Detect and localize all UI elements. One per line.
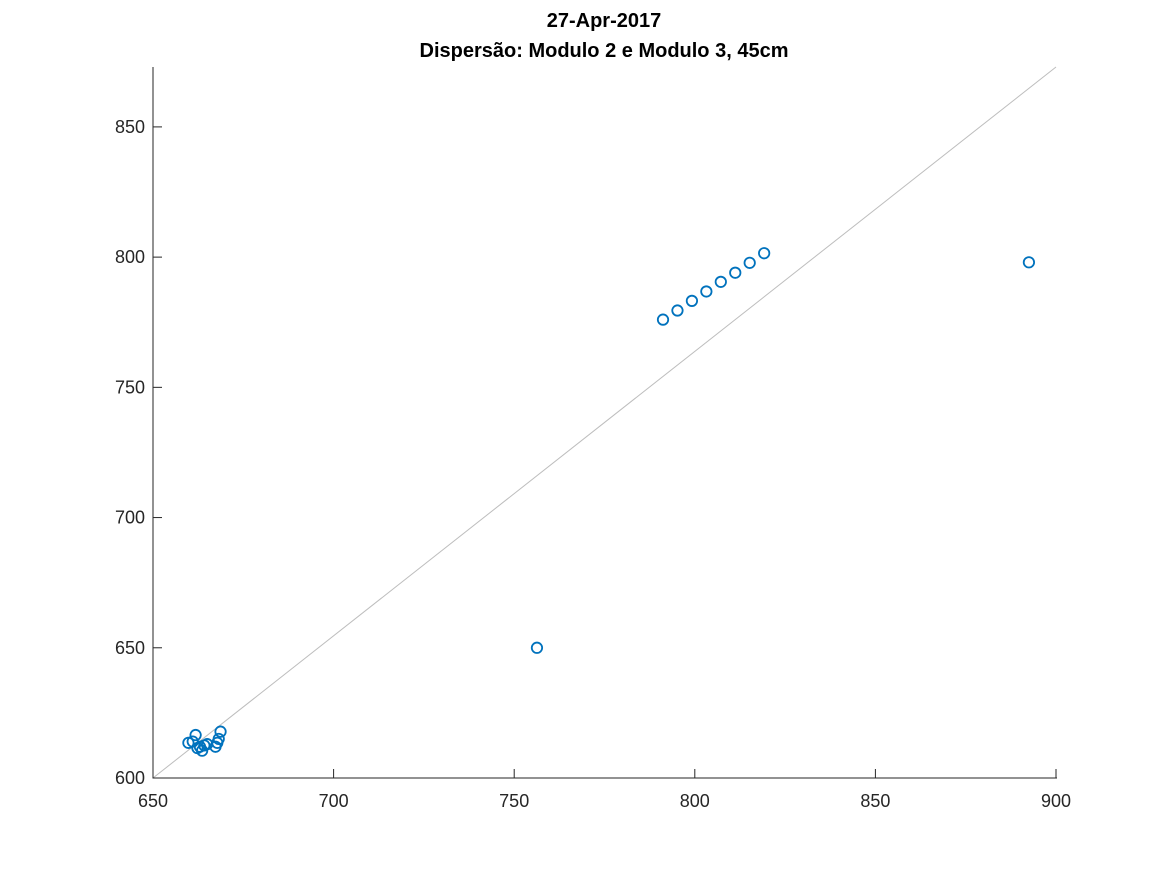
y-tick-label: 650 <box>115 638 145 658</box>
scatter-point <box>671 304 684 317</box>
scatter-point <box>729 266 742 279</box>
scatter-point <box>714 275 727 288</box>
scatter-point <box>656 313 670 326</box>
x-tick-label: 700 <box>319 791 349 811</box>
scatter-point <box>189 728 202 742</box>
y-tick-label: 750 <box>115 377 145 397</box>
x-tick-label: 800 <box>680 791 710 811</box>
x-tick-label: 750 <box>499 791 529 811</box>
scatter-point <box>1022 256 1036 269</box>
y-tick-label: 700 <box>115 508 145 528</box>
x-tick-label: 900 <box>1041 791 1071 811</box>
scatter-point <box>214 725 227 738</box>
y-tick-label: 600 <box>115 768 145 788</box>
chart-title: 27-Apr-2017 <box>547 10 662 32</box>
scatter-point <box>530 641 544 654</box>
scatter-point <box>700 285 713 298</box>
x-tick-label: 850 <box>860 791 890 811</box>
scatter-point <box>758 247 771 260</box>
x-axis-ticks: 650 700 750 800 850 900 <box>138 769 1071 811</box>
chart-subtitle: Dispersão: Modulo 2 e Modulo 3, 45cm <box>420 40 789 62</box>
scatter-point <box>212 732 225 746</box>
y-tick-label: 850 <box>115 117 145 137</box>
scatter-point <box>743 256 756 269</box>
x-tick-label: 650 <box>138 791 168 811</box>
scatter-point <box>685 294 699 307</box>
y-axis-ticks: 600 650 700 750 800 850 <box>115 117 162 788</box>
data-points <box>182 247 1036 757</box>
reference-line <box>152 66 1057 779</box>
y-tick-label: 800 <box>115 247 145 267</box>
